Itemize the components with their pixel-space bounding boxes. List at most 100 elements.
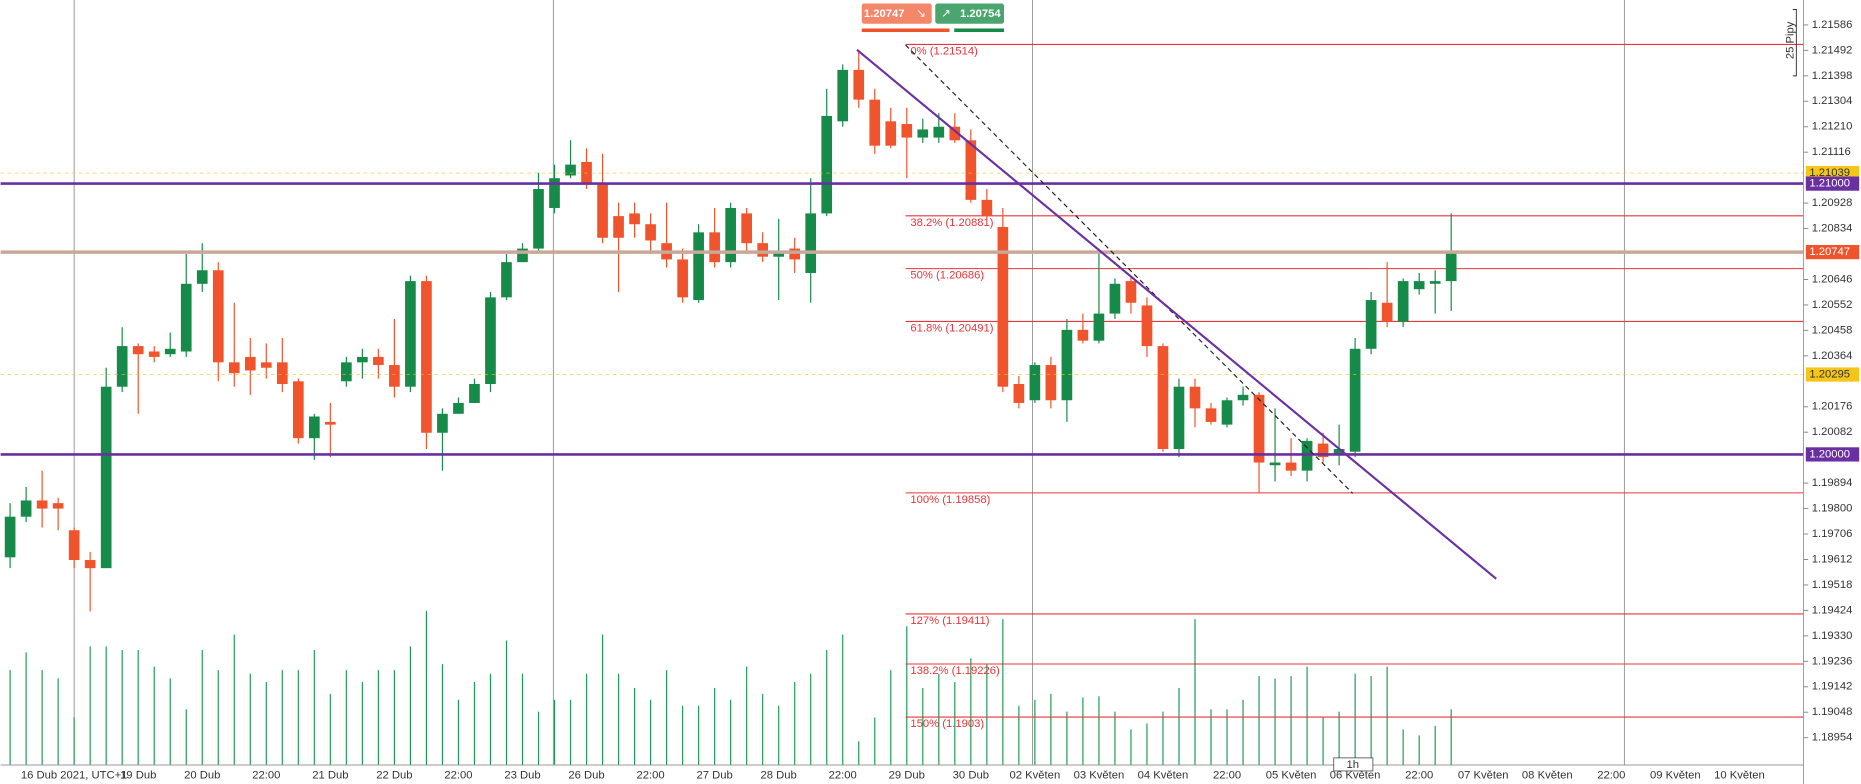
y-tick-label: 1.20458: [1812, 324, 1853, 336]
x-tick-label: 21 Dub: [312, 770, 348, 782]
x-tick-label: 16 Dub 2021, UTC+1: [21, 770, 128, 782]
buy-icon: ↗: [941, 8, 950, 20]
candle-body: [101, 387, 112, 568]
candle-body: [1366, 300, 1377, 349]
x-tick-label: 23 Dub: [504, 770, 540, 782]
candle-body: [933, 127, 944, 138]
price-tag-label: 1.20000: [1809, 448, 1850, 460]
candle-body: [165, 349, 176, 354]
candle-body: [1270, 463, 1281, 466]
y-tick-label: 1.19800: [1812, 503, 1853, 515]
candle-body: [677, 259, 688, 297]
candle-body: [149, 352, 160, 357]
candle-body: [1350, 349, 1361, 452]
x-tick-label: 28 Dub: [761, 770, 797, 782]
x-tick-label: 03 Květen: [1074, 770, 1125, 782]
candle-body: [1254, 395, 1265, 463]
candle-body: [885, 121, 896, 145]
candle-body: [1190, 387, 1201, 409]
candle-body: [293, 381, 304, 438]
sell-bar: [862, 28, 950, 32]
y-tick-label: 1.21116: [1812, 146, 1851, 158]
pip-label: 25 Pipy: [1784, 21, 1796, 59]
x-tick-label: 30 Dub: [953, 770, 989, 782]
page: {"chart_data": { "type": "candlestick", …: [0, 0, 1861, 784]
x-tick-label: 09 Květen: [1650, 770, 1701, 782]
candle-body: [1158, 346, 1169, 449]
candle-body: [982, 200, 993, 216]
candle-body: [1238, 395, 1249, 400]
price-tag-label: 1.20747: [1809, 246, 1850, 258]
candle-body: [741, 213, 752, 243]
y-tick-label: 1.19048: [1812, 706, 1853, 718]
y-tick-label: 1.19894: [1812, 477, 1853, 489]
candle-body: [389, 365, 400, 387]
candle-body: [533, 189, 544, 249]
y-tick-label: 1.19142: [1812, 681, 1853, 693]
buy-bar: [954, 28, 1004, 32]
y-tick-label: 1.18954: [1812, 732, 1853, 744]
candle-body: [85, 560, 96, 568]
candle-body: [469, 384, 480, 403]
fib-label: 138.2% (1.19226): [910, 665, 1000, 677]
y-tick-label: 1.21398: [1812, 70, 1853, 82]
y-tick-label: 1.19236: [1812, 655, 1853, 667]
chart: 0% (1.21514)38.2% (1.20881)50% (1.20686)…: [0, 0, 1861, 784]
x-tick-label: 06 Květen: [1330, 770, 1381, 782]
candle-body: [117, 346, 128, 387]
candle-body: [1014, 384, 1025, 403]
candle-body: [341, 362, 352, 381]
candle-body: [645, 224, 656, 240]
candle-body: [1286, 463, 1297, 471]
y-tick-label: 1.20176: [1812, 401, 1853, 413]
candle-body: [725, 208, 736, 262]
candle-body: [1046, 365, 1057, 400]
x-tick-label: 22 Dub: [376, 770, 412, 782]
x-tick-label: 27 Dub: [696, 770, 732, 782]
candle-body: [53, 503, 64, 508]
sell-price: 1.20747: [864, 8, 905, 20]
candle-body: [1206, 408, 1217, 422]
y-tick-label: 1.21210: [1812, 121, 1853, 133]
candle-body: [1414, 281, 1425, 289]
x-tick-label: 22:00: [1213, 770, 1241, 782]
candle-body: [325, 422, 336, 425]
candle-body: [357, 357, 368, 362]
x-tick-label: 29 Dub: [889, 770, 925, 782]
candle-body: [1030, 365, 1041, 400]
y-tick-label: 1.19518: [1812, 579, 1853, 591]
candle-body: [309, 416, 320, 438]
candle-body: [1062, 330, 1073, 400]
candle-body: [917, 129, 928, 137]
x-tick-label: 22:00: [252, 770, 280, 782]
x-tick-label: 05 Květen: [1266, 770, 1317, 782]
candle-body: [245, 357, 256, 371]
y-tick-label: 1.21586: [1812, 19, 1853, 31]
candle-body: [1446, 251, 1457, 281]
candle-body: [869, 100, 880, 146]
candle-body: [501, 262, 512, 297]
candle-body: [837, 70, 848, 121]
candle-body: [229, 362, 240, 373]
fib-label: 38.2% (1.20881): [910, 217, 993, 229]
x-tick-label: 10 Květen: [1714, 770, 1765, 782]
candle-body: [197, 270, 208, 284]
candle-body: [69, 530, 80, 560]
candle-body: [261, 362, 272, 367]
candle-body: [789, 249, 800, 260]
candle-body: [421, 281, 432, 433]
candle-body: [133, 346, 144, 354]
y-tick-label: 1.20082: [1812, 426, 1853, 438]
candle-body: [805, 213, 816, 273]
candle-body: [1382, 303, 1393, 322]
x-tick-label: 08 Květen: [1522, 770, 1573, 782]
candle-body: [853, 70, 864, 100]
buy-price: 1.20754: [960, 8, 1001, 20]
y-tick-label: 1.21492: [1812, 44, 1853, 56]
x-tick-label: 22:00: [637, 770, 665, 782]
candle-body: [277, 362, 288, 384]
fib-label: 100% (1.19858): [910, 494, 990, 506]
candle-body: [1078, 330, 1089, 341]
x-tick-label: 02 Květen: [1010, 770, 1061, 782]
fib-label: 61.8% (1.20491): [910, 323, 993, 335]
